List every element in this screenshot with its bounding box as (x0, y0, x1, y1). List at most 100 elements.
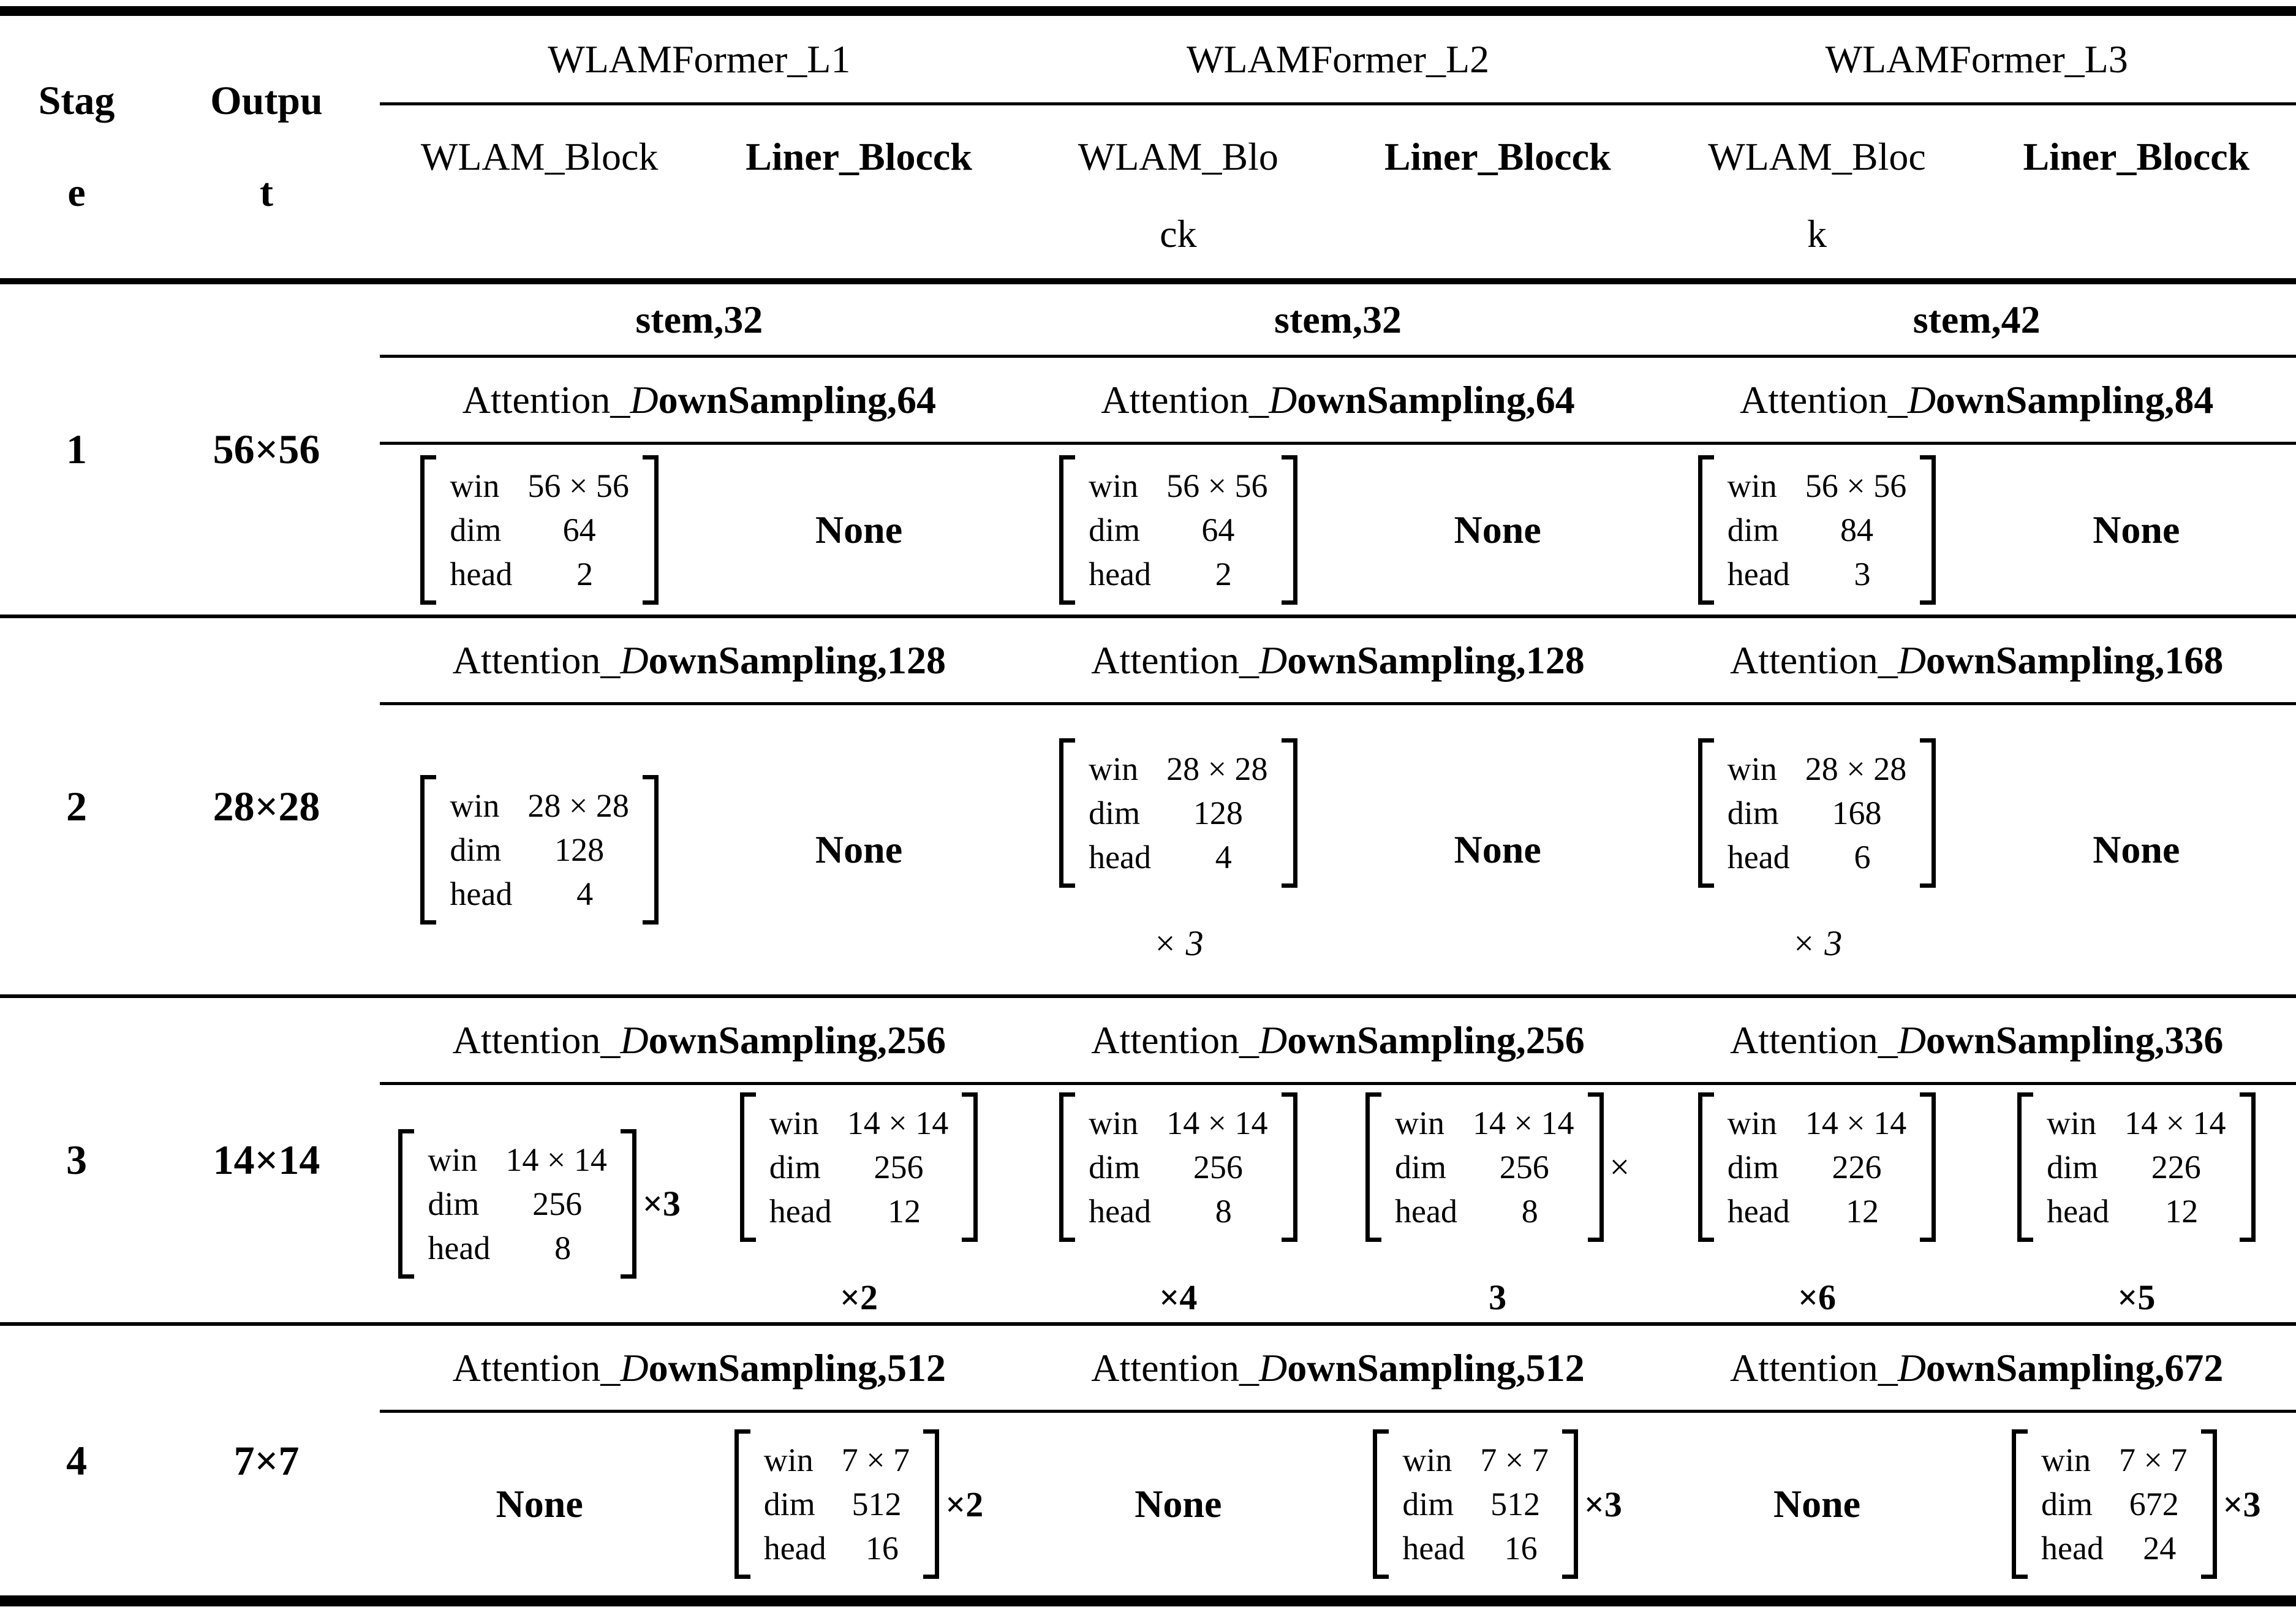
left-bracket (2017, 1092, 2034, 1242)
left-bracket (1697, 455, 1714, 605)
matrix-row: dim 672 (2041, 1482, 2187, 1526)
head-value: 8 (1521, 1192, 1538, 1230)
subcolumn-headers-row: WLAM_Block Liner_Blocck WLAM_Blo ck (380, 105, 2296, 278)
head-value: 4 (1215, 839, 1232, 876)
dim-value: 226 (2151, 1148, 2201, 1186)
stem-cell-l2: stem,32 (1274, 297, 1402, 341)
matrix-row: head 8 (428, 1226, 606, 1270)
stage4-models: Attention_DownSampling,512 Attention_Dow… (380, 1326, 2296, 1595)
right-bracket (1281, 1092, 1297, 1242)
matrix-row: head 4 (450, 872, 629, 916)
stage2-models: Attention_DownSampling,128 Attention_Dow… (380, 618, 2296, 994)
matrix-row: dim 168 (1728, 791, 1906, 835)
dim-label: dim (428, 1185, 480, 1222)
win-value: 14 × 14 (1805, 1104, 1907, 1141)
repeat-multiplier: 3 (1489, 1277, 1507, 1317)
matrix-row: win 7 × 7 (2041, 1438, 2187, 1482)
attention-prefix: Attention_ (452, 638, 621, 682)
head-label: head (1089, 839, 1152, 876)
dim-label: dim (1727, 511, 1779, 548)
win-value: 14 × 14 (2124, 1104, 2226, 1141)
matrix-row: head 8 (1395, 1189, 1574, 1233)
right-bracket (2239, 1092, 2256, 1242)
cell-l1-wlam: None (380, 1413, 699, 1595)
matrix-row: head 12 (769, 1189, 948, 1233)
attention-d: D (1259, 1018, 1288, 1062)
none-label: None (815, 507, 903, 551)
dim-value: 128 (1193, 795, 1243, 831)
head-value: 2 (576, 555, 594, 592)
attention-suffix: ownSampling,336 (1925, 1018, 2224, 1062)
stem-row: stem,32 stem,32 stem,42 (380, 284, 2296, 358)
attention-suffix: ownSampling,84 (1935, 377, 2214, 422)
stage-number: 3 (66, 1137, 87, 1183)
head-label: head (450, 876, 513, 912)
dim-label: dim (769, 1148, 821, 1186)
matrix-row: dim 226 (1728, 1145, 1906, 1189)
attention-suffix: ownSampling,128 (648, 638, 946, 682)
attention-cell-l3: Attention_DownSampling,672 (1657, 1345, 2296, 1391)
matrix-row: dim 84 (1728, 508, 1906, 552)
none-label: None (1135, 1482, 1222, 1526)
attention-d: D (1269, 377, 1297, 422)
stage-number: 2 (66, 782, 87, 830)
head-value: 16 (1504, 1530, 1538, 1567)
wlam-header-line2: k (1807, 212, 1827, 255)
matrix-row: win 28 × 28 (450, 784, 629, 828)
attention-suffix: ownSampling,672 (1925, 1345, 2224, 1390)
head-label: head (428, 1229, 491, 1266)
matrix-row: head 12 (2047, 1189, 2226, 1233)
stage-header-cell: Stag e (0, 16, 153, 278)
attention-suffix: ownSampling,64 (658, 377, 937, 422)
left-bracket (1365, 1092, 1382, 1242)
win-value: 14 × 14 (1473, 1104, 1574, 1141)
matrix-row: head 16 (1402, 1526, 1548, 1570)
liner-block-header: Liner_Blocck (1338, 137, 1657, 278)
attention-suffix: ownSampling,64 (1297, 377, 1575, 422)
attention-cell-l1: Attention_DownSampling,256 (380, 1018, 1019, 1063)
repeat-multiplier: ×2 (945, 1484, 984, 1524)
dim-value: 168 (1832, 795, 1882, 831)
win-value: 56 × 56 (1166, 467, 1268, 504)
repeat-multiplier: ×4 (1159, 1277, 1198, 1317)
win-label: win (450, 787, 500, 824)
stage-row-3: 3 14×14 Attention_DownSampling,256 Atten… (0, 998, 2296, 1326)
head-value: 12 (1845, 1192, 1879, 1230)
right-bracket (1587, 1092, 1604, 1242)
matrix-row: win 7 × 7 (1402, 1438, 1548, 1482)
attention-cell-l1: Attention_DownSampling,128 (380, 638, 1019, 683)
output-size: 7×7 (233, 1437, 300, 1484)
stage-header-line1: Stag (38, 78, 115, 123)
attention-row: Attention_DownSampling,512 Attention_Dow… (380, 1326, 2296, 1413)
left-bracket (1697, 738, 1714, 888)
attention-prefix: Attention_ (1729, 1018, 1898, 1062)
attention-cell-l1: Attention_DownSampling,512 (380, 1345, 1019, 1391)
win-value: 56 × 56 (1805, 467, 1907, 504)
head-value: 16 (865, 1530, 899, 1567)
wlam-block-header: WLAM_Blo ck (1019, 137, 1338, 278)
right-bracket (1920, 738, 1936, 888)
cell-l2-liner: None (1338, 705, 1657, 994)
dim-label: dim (1395, 1148, 1447, 1186)
attention-prefix: Attention_ (1729, 638, 1898, 682)
left-bracket (739, 1092, 756, 1242)
head-label: head (2047, 1192, 2109, 1230)
win-label: win (1089, 751, 1139, 787)
attention-row: Attention_DownSampling,256 Attention_Dow… (380, 998, 2296, 1085)
dim-value: 512 (1490, 1486, 1541, 1522)
param-matrix: win 7 × 7 dim 672 head 24 (2012, 1429, 2217, 1579)
none-label: None (815, 828, 903, 871)
matrix-row: dim 256 (1395, 1145, 1574, 1189)
attention-suffix: ownSampling,256 (1287, 1018, 1585, 1062)
matrix-row: win 28 × 28 (1089, 747, 1267, 791)
dim-label: dim (1089, 511, 1141, 548)
wlam-block-header: WLAM_Bloc k (1657, 137, 1976, 278)
head-value: 6 (1854, 839, 1871, 876)
win-label: win (2047, 1104, 2097, 1141)
param-matrix: win 14 × 14 dim 226 head 12 (1697, 1092, 1936, 1242)
stage-row-4: 4 7×7 Attention_DownSampling,512 Attenti… (0, 1326, 2296, 1595)
dim-value: 64 (1201, 511, 1235, 548)
dim-label: dim (2047, 1148, 2099, 1186)
left-bracket (420, 455, 437, 605)
repeat-multiplier: ×3 (642, 1184, 681, 1224)
